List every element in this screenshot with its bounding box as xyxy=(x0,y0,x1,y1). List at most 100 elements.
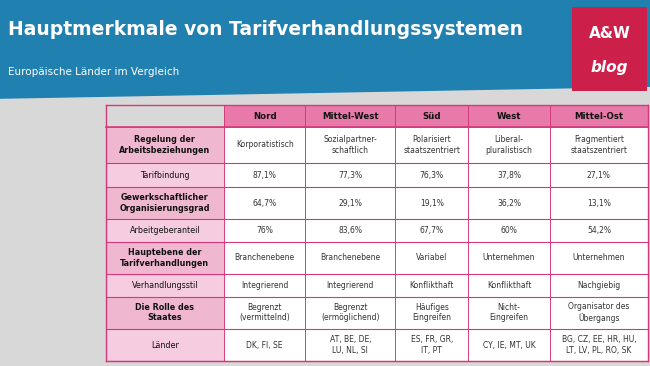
Text: 60%: 60% xyxy=(500,226,517,235)
Text: 76,3%: 76,3% xyxy=(420,171,444,180)
Bar xyxy=(550,163,648,187)
Text: Regelung der
Arbeitsbeziehungen: Regelung der Arbeitsbeziehungen xyxy=(120,135,211,154)
Bar xyxy=(306,187,395,219)
Bar xyxy=(468,187,550,219)
Bar xyxy=(224,329,306,361)
Bar xyxy=(306,219,395,242)
Bar xyxy=(106,242,224,274)
Bar xyxy=(395,127,468,163)
Text: 83,6%: 83,6% xyxy=(338,226,362,235)
Bar xyxy=(224,242,306,274)
Bar xyxy=(395,274,468,296)
Text: blog: blog xyxy=(591,60,628,75)
Bar xyxy=(395,187,468,219)
Text: Unternehmen: Unternehmen xyxy=(483,253,535,262)
Bar xyxy=(106,163,224,187)
Bar xyxy=(468,296,550,329)
Bar xyxy=(395,105,468,127)
Bar xyxy=(224,274,306,296)
Text: 54,2%: 54,2% xyxy=(587,226,611,235)
Text: Nicht-
Eingreifen: Nicht- Eingreifen xyxy=(489,303,528,322)
Text: Liberal-
pluralistisch: Liberal- pluralistisch xyxy=(486,135,532,154)
Bar xyxy=(395,329,468,361)
Text: Begrenzt
(ermöglichend): Begrenzt (ermöglichend) xyxy=(321,303,380,322)
Bar xyxy=(224,163,306,187)
Text: Konflikthaft: Konflikthaft xyxy=(410,281,454,290)
FancyBboxPatch shape xyxy=(572,7,647,91)
Bar xyxy=(468,242,550,274)
Bar xyxy=(106,187,224,219)
Bar xyxy=(106,329,224,361)
Text: AT, BE, DE,
LU, NL, SI: AT, BE, DE, LU, NL, SI xyxy=(330,335,371,355)
Text: Die Rolle des
Staates: Die Rolle des Staates xyxy=(135,303,194,322)
Text: 27,1%: 27,1% xyxy=(587,171,611,180)
Bar xyxy=(550,105,648,127)
Text: A&W: A&W xyxy=(588,26,630,41)
Text: 37,8%: 37,8% xyxy=(497,171,521,180)
Text: Variabel: Variabel xyxy=(416,253,447,262)
Text: Mittel-Ost: Mittel-Ost xyxy=(575,112,623,120)
Bar xyxy=(550,274,648,296)
Bar xyxy=(306,296,395,329)
Bar xyxy=(395,163,468,187)
Bar xyxy=(306,242,395,274)
Text: 29,1%: 29,1% xyxy=(339,199,362,208)
Text: Hauptmerkmale von Tarifverhandlungssystemen: Hauptmerkmale von Tarifverhandlungssyste… xyxy=(8,20,523,39)
Text: 76%: 76% xyxy=(256,226,273,235)
Text: Konflikthaft: Konflikthaft xyxy=(487,281,531,290)
Bar xyxy=(224,105,306,127)
Bar xyxy=(550,187,648,219)
Text: Branchenebene: Branchenebene xyxy=(235,253,294,262)
Text: West: West xyxy=(497,112,521,120)
Bar xyxy=(468,219,550,242)
Polygon shape xyxy=(0,0,650,99)
Bar xyxy=(550,329,648,361)
Text: ES, FR, GR,
IT, PT: ES, FR, GR, IT, PT xyxy=(411,335,453,355)
Bar xyxy=(224,219,306,242)
Text: Tarifbindung: Tarifbindung xyxy=(140,171,190,180)
Bar xyxy=(106,296,224,329)
Text: CY, IE, MT, UK: CY, IE, MT, UK xyxy=(483,340,536,350)
Text: 13,1%: 13,1% xyxy=(587,199,611,208)
Bar xyxy=(395,219,468,242)
Bar xyxy=(550,127,648,163)
Bar xyxy=(106,127,224,163)
Text: Nachgiebig: Nachgiebig xyxy=(577,281,621,290)
Bar xyxy=(468,163,550,187)
Bar xyxy=(550,242,648,274)
Bar xyxy=(306,329,395,361)
Bar xyxy=(224,187,306,219)
Text: 36,2%: 36,2% xyxy=(497,199,521,208)
Bar xyxy=(468,105,550,127)
Text: Integrierend: Integrierend xyxy=(241,281,289,290)
Text: Fragmentiert
staatszentriert: Fragmentiert staatszentriert xyxy=(571,135,627,154)
Bar xyxy=(306,163,395,187)
Text: 67,7%: 67,7% xyxy=(420,226,444,235)
Text: Organisator des
Übergangs: Organisator des Übergangs xyxy=(568,302,630,323)
Bar xyxy=(550,219,648,242)
Text: DK, FI, SE: DK, FI, SE xyxy=(246,340,283,350)
Text: Europäische Länder im Vergleich: Europäische Länder im Vergleich xyxy=(8,67,179,77)
Text: Polarisiert
staatszentriert: Polarisiert staatszentriert xyxy=(403,135,460,154)
Text: Sozialpartner-
schaftlich: Sozialpartner- schaftlich xyxy=(324,135,377,154)
Bar xyxy=(468,274,550,296)
Bar xyxy=(395,242,468,274)
Bar xyxy=(395,296,468,329)
Text: Branchenebene: Branchenebene xyxy=(320,253,380,262)
Text: Begrenzt
(vermittelnd): Begrenzt (vermittelnd) xyxy=(239,303,290,322)
Bar xyxy=(106,274,224,296)
Text: BG, CZ, EE, HR, HU,
LT, LV, PL, RO, SK: BG, CZ, EE, HR, HU, LT, LV, PL, RO, SK xyxy=(562,335,636,355)
Text: Gewerkschaftlicher
Organisierungsgrad: Gewerkschaftlicher Organisierungsgrad xyxy=(120,194,210,213)
Text: Unternehmen: Unternehmen xyxy=(573,253,625,262)
Text: Häufiges
Eingreifen: Häufiges Eingreifen xyxy=(412,303,451,322)
Text: 87,1%: 87,1% xyxy=(253,171,277,180)
Text: Hauptebene der
Tarifverhandlungen: Hauptebene der Tarifverhandlungen xyxy=(120,248,209,268)
Text: Süd: Süd xyxy=(422,112,441,120)
Text: Arbeitgeberanteil: Arbeitgeberanteil xyxy=(129,226,200,235)
Text: Integrierend: Integrierend xyxy=(327,281,374,290)
Bar xyxy=(224,127,306,163)
Bar xyxy=(306,274,395,296)
Bar xyxy=(468,127,550,163)
Text: 19,1%: 19,1% xyxy=(420,199,444,208)
Bar xyxy=(550,296,648,329)
